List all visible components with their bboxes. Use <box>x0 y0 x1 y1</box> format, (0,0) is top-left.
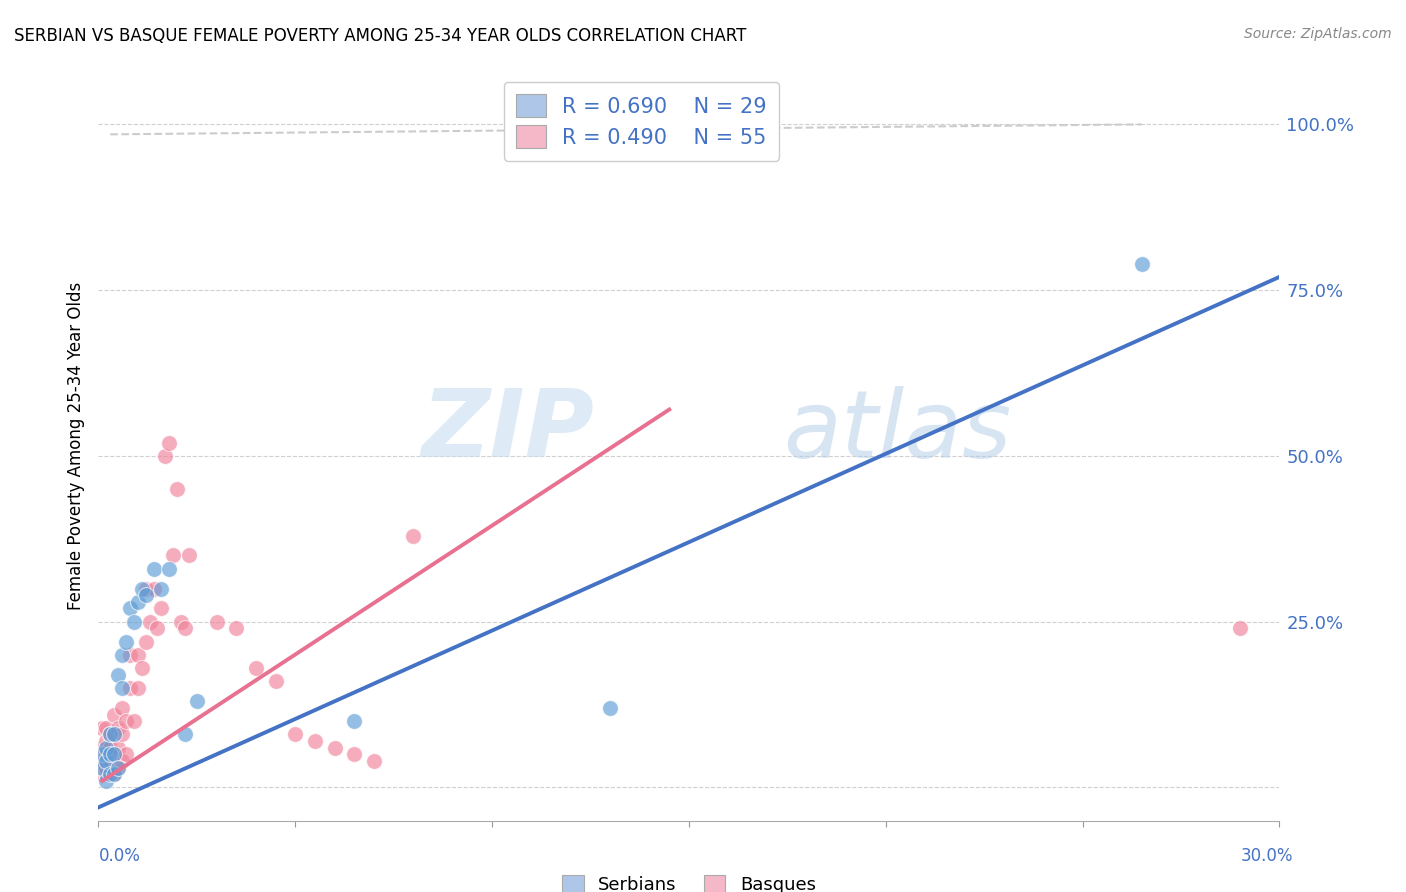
Point <box>225 621 247 635</box>
Point <box>142 562 165 576</box>
Point <box>343 714 366 728</box>
Point <box>98 727 121 741</box>
Point <box>111 648 134 662</box>
Point <box>1130 257 1153 271</box>
Point <box>98 754 121 768</box>
Point <box>135 634 157 648</box>
Point <box>96 747 118 762</box>
Point <box>91 754 114 768</box>
Point <box>118 648 141 662</box>
Point <box>118 681 141 695</box>
Y-axis label: Female Poverty Among 25-34 Year Olds: Female Poverty Among 25-34 Year Olds <box>66 282 84 610</box>
Point <box>91 767 114 781</box>
Point <box>107 761 129 775</box>
Point <box>111 754 134 768</box>
Point <box>96 734 118 748</box>
Point <box>96 767 118 781</box>
Text: 30.0%: 30.0% <box>1241 847 1294 865</box>
Point <box>96 740 118 755</box>
Point <box>146 621 169 635</box>
Point <box>1229 621 1251 635</box>
Point <box>323 740 346 755</box>
Point <box>127 595 149 609</box>
Point <box>131 661 153 675</box>
Point <box>363 754 385 768</box>
Point <box>131 582 153 596</box>
Point <box>91 721 114 735</box>
Point <box>174 727 197 741</box>
Point <box>107 721 129 735</box>
Text: SERBIAN VS BASQUE FEMALE POVERTY AMONG 25-34 YEAR OLDS CORRELATION CHART: SERBIAN VS BASQUE FEMALE POVERTY AMONG 2… <box>14 27 747 45</box>
Point <box>170 615 193 629</box>
Point <box>142 582 165 596</box>
Text: 0.0%: 0.0% <box>98 847 141 865</box>
Point <box>264 674 287 689</box>
Point <box>98 727 121 741</box>
Text: ZIP: ZIP <box>422 385 595 477</box>
Legend: Serbians, Basques: Serbians, Basques <box>555 868 823 892</box>
Text: atlas: atlas <box>783 385 1012 476</box>
Point <box>107 761 129 775</box>
Point <box>103 727 125 741</box>
Point <box>343 747 366 762</box>
Point <box>103 747 125 762</box>
Point <box>98 740 121 755</box>
Point <box>177 549 200 563</box>
Point <box>91 761 114 775</box>
Point <box>402 528 425 542</box>
Point <box>111 727 134 741</box>
Point <box>96 761 118 775</box>
Point <box>98 747 121 762</box>
Point <box>245 661 267 675</box>
Point <box>122 615 145 629</box>
Point <box>205 615 228 629</box>
Point <box>103 727 125 741</box>
Point <box>157 562 180 576</box>
Point <box>91 747 114 762</box>
Point <box>135 582 157 596</box>
Point <box>155 449 177 463</box>
Point <box>174 621 197 635</box>
Point <box>96 721 118 735</box>
Point <box>107 740 129 755</box>
Point <box>127 648 149 662</box>
Point <box>150 601 173 615</box>
Point <box>103 747 125 762</box>
Point <box>150 582 173 596</box>
Text: Source: ZipAtlas.com: Source: ZipAtlas.com <box>1244 27 1392 41</box>
Point <box>115 747 138 762</box>
Point <box>127 681 149 695</box>
Point <box>186 694 208 708</box>
Point <box>135 588 157 602</box>
Point <box>115 634 138 648</box>
Point <box>103 707 125 722</box>
Point <box>98 767 121 781</box>
Point <box>115 714 138 728</box>
Point <box>96 754 118 768</box>
Point <box>111 681 134 695</box>
Point <box>96 773 118 788</box>
Point <box>284 727 307 741</box>
Point <box>91 740 114 755</box>
Point <box>118 601 141 615</box>
Point <box>111 701 134 715</box>
Point <box>107 667 129 681</box>
Point <box>162 549 184 563</box>
Point <box>103 767 125 781</box>
Point <box>103 767 125 781</box>
Point <box>98 767 121 781</box>
Point <box>599 701 621 715</box>
Point <box>122 714 145 728</box>
Point <box>166 482 188 496</box>
Point <box>304 734 326 748</box>
Point <box>138 615 160 629</box>
Point <box>157 435 180 450</box>
